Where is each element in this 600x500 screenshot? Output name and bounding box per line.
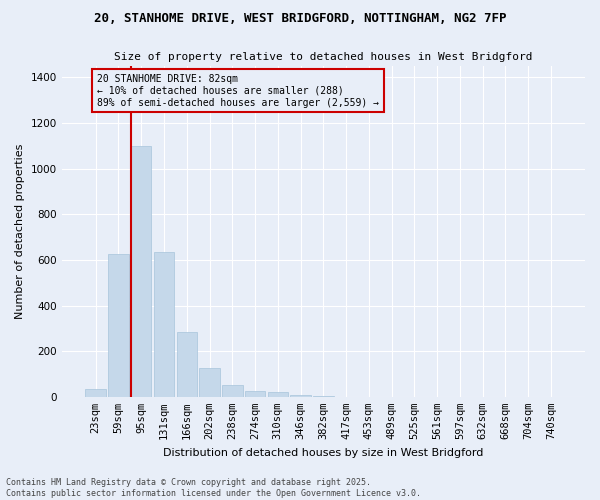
Bar [131, 146, 151, 397]
Bar [245, 391, 265, 397]
Text: Contains HM Land Registry data © Crown copyright and database right 2025.
Contai: Contains HM Land Registry data © Crown c… [6, 478, 421, 498]
X-axis label: Distribution of detached houses by size in West Bridgford: Distribution of detached houses by size … [163, 448, 484, 458]
Text: 20, STANHOME DRIVE, WEST BRIDGFORD, NOTTINGHAM, NG2 7FP: 20, STANHOME DRIVE, WEST BRIDGFORD, NOTT… [94, 12, 506, 26]
Bar [199, 368, 220, 397]
Y-axis label: Number of detached properties: Number of detached properties [15, 144, 25, 319]
Bar [176, 332, 197, 397]
Bar [290, 394, 311, 397]
Text: 20 STANHOME DRIVE: 82sqm
← 10% of detached houses are smaller (288)
89% of semi-: 20 STANHOME DRIVE: 82sqm ← 10% of detach… [97, 74, 379, 108]
Bar [85, 389, 106, 397]
Bar [108, 254, 129, 397]
Bar [222, 386, 242, 397]
Bar [313, 396, 334, 397]
Title: Size of property relative to detached houses in West Bridgford: Size of property relative to detached ho… [114, 52, 533, 62]
Bar [268, 392, 288, 397]
Bar [154, 252, 174, 397]
